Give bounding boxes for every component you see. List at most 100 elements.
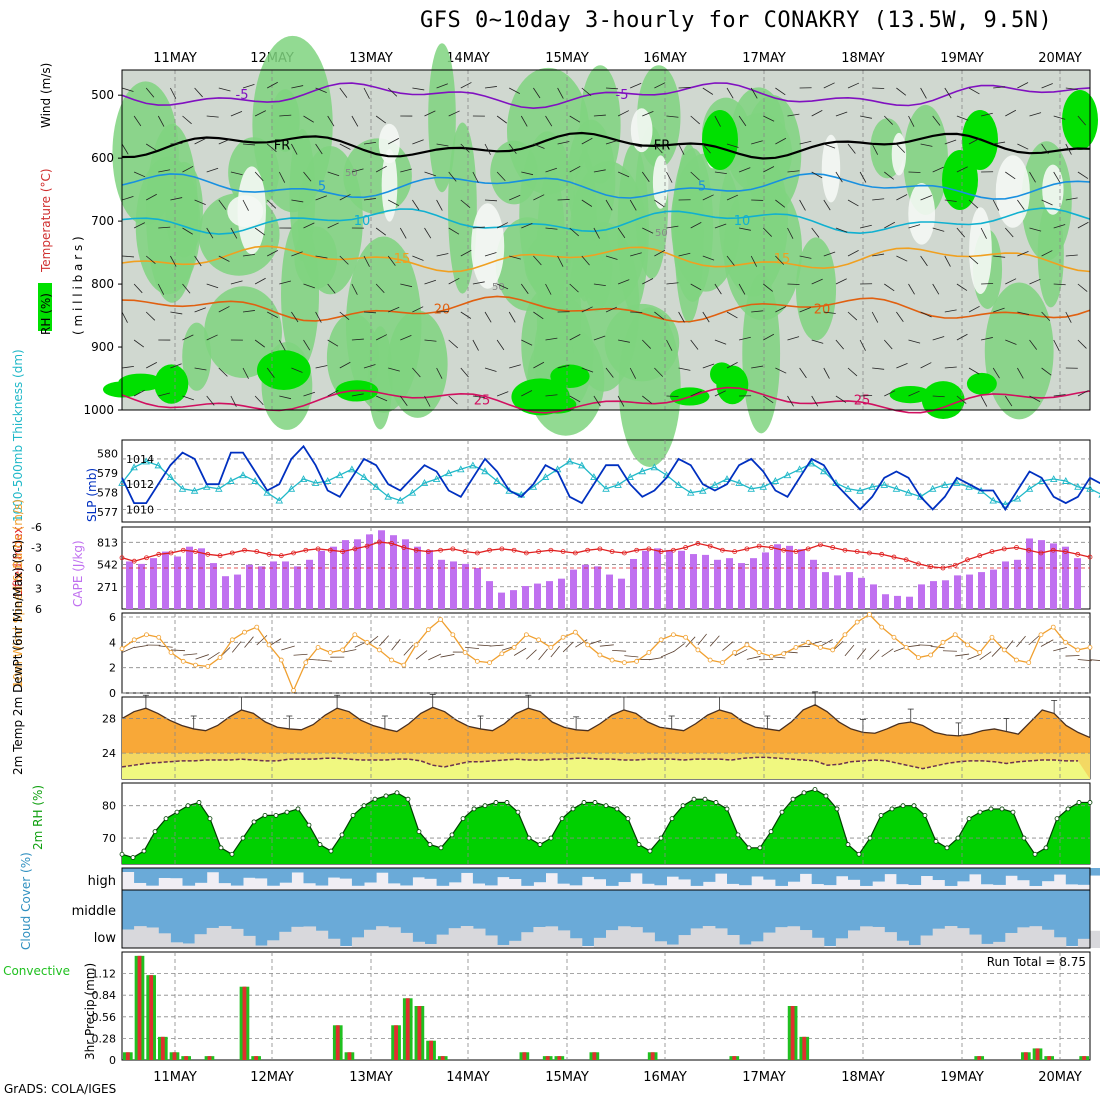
- rh-saturated-region: [702, 110, 738, 170]
- wind-barb: [835, 339, 844, 350]
- cape-bar: [510, 590, 517, 609]
- rh2m-point: [1043, 845, 1049, 851]
- rh-saturated-region: [118, 373, 163, 392]
- surface-wind-barb: [379, 635, 389, 647]
- cloud-low-gap: [787, 926, 801, 948]
- precip-convective-bar: [1047, 1056, 1052, 1060]
- wind-barb: [884, 171, 894, 180]
- cloud-high-segment: [267, 868, 280, 886]
- wind-barb: [944, 87, 952, 99]
- cloud-high-segment: [460, 868, 474, 873]
- rh-moist-region: [984, 282, 1054, 420]
- wind-barb: [678, 311, 685, 323]
- li-point: [1063, 549, 1068, 554]
- wind-speed-point: [193, 662, 198, 668]
- wind-barb: [484, 86, 497, 89]
- wind-speed-point: [364, 639, 370, 645]
- wind-barb: [908, 115, 915, 127]
- wind-barb: [509, 194, 521, 201]
- cape-bar: [858, 577, 865, 609]
- rh2m-point: [592, 800, 598, 805]
- cloud-high-segment: [593, 868, 607, 880]
- wind-barb: [956, 395, 967, 404]
- cloud-high-segment: [896, 868, 909, 885]
- wind-barb: [751, 365, 764, 369]
- cloud-low-gap: [1041, 929, 1055, 948]
- wind-barb: [521, 171, 534, 176]
- li-point: [291, 550, 296, 556]
- wind-speed-point: [119, 646, 125, 652]
- isotherm--5: [121, 82, 1091, 110]
- precip-convective-bar: [1035, 1048, 1040, 1060]
- cape-bar: [1038, 540, 1045, 609]
- wind-barb: [617, 395, 625, 407]
- wind-barb: [932, 166, 944, 173]
- cloud-low-gap: [799, 930, 813, 948]
- thickness-point: [166, 473, 175, 481]
- wind-speed-point: [168, 650, 174, 655]
- rh2m-point: [394, 790, 400, 796]
- x-tick-top: 16MAY: [643, 51, 687, 66]
- cape-bar: [282, 561, 289, 609]
- thickness-point: [735, 479, 743, 486]
- surface-wind-barb: [1040, 639, 1054, 647]
- rh2m-point: [658, 835, 664, 841]
- wind-speed-point: [756, 650, 762, 655]
- cloud-high-segment: [182, 868, 196, 886]
- wind-barb: [847, 311, 858, 321]
- cloud-high-segment: [581, 868, 595, 877]
- thickness-point: [965, 482, 973, 490]
- cloud-high-segment: [291, 868, 304, 873]
- wind-barb: [121, 87, 134, 92]
- li-point: [756, 543, 762, 549]
- wind-barb: [448, 227, 460, 235]
- surface-wind-barb: [526, 649, 537, 660]
- rh-legend-swatch: [38, 283, 52, 331]
- x-tick-bottom: 11MAY: [153, 1070, 197, 1085]
- cloud-low-gap: [569, 938, 583, 948]
- li-point: [1026, 547, 1032, 553]
- cloud-high-segment: [920, 868, 934, 877]
- thickness-point: [1001, 500, 1010, 508]
- temp-line: [121, 704, 1091, 739]
- precip-convective-bar: [149, 975, 154, 1060]
- thickness-point: [759, 482, 768, 490]
- rh2m-area: [122, 789, 1090, 864]
- wind-barb: [726, 255, 735, 266]
- wind-barb: [581, 199, 593, 207]
- wind-barb: [266, 199, 277, 209]
- wind-barb: [1017, 199, 1025, 211]
- wind-barb: [726, 311, 738, 319]
- x-tick-top: 17MAY: [742, 51, 786, 66]
- cloud-high-segment: [146, 868, 159, 886]
- wind-barb: [981, 337, 993, 341]
- cape-bar: [162, 551, 169, 609]
- y-tick-cape: 542: [97, 559, 118, 572]
- thickness-point: [372, 482, 380, 490]
- wind-barb: [642, 339, 651, 349]
- isotherm-label: -5: [616, 88, 629, 103]
- li-point: [818, 542, 823, 548]
- wind-barb: [145, 311, 156, 321]
- wind-barb: [133, 171, 146, 178]
- li-point: [670, 547, 676, 553]
- wind-speed-point: [560, 634, 566, 640]
- wind-barb: [968, 87, 980, 95]
- rh2m-point: [713, 800, 719, 805]
- rh2m-point: [988, 806, 994, 812]
- wind-barb: [654, 311, 665, 320]
- rh2m-point: [779, 809, 785, 815]
- wind-barb: [448, 171, 457, 182]
- wind-speed-point: [425, 627, 431, 633]
- wind-barb: [630, 143, 642, 148]
- rh2m-point: [823, 793, 829, 799]
- wind-barb: [472, 226, 485, 229]
- wind-speed-point: [315, 645, 321, 650]
- ylabel-lifted-index: Lifted Index: [11, 526, 25, 597]
- wind-barb: [617, 110, 629, 117]
- wind-barb: [992, 367, 1000, 379]
- rh2m-point: [955, 835, 961, 841]
- wind-barb: [823, 199, 831, 211]
- precip-convective-bar: [184, 1056, 189, 1060]
- precip-convective-bar: [977, 1056, 982, 1060]
